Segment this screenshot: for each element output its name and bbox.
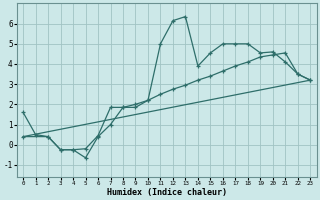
X-axis label: Humidex (Indice chaleur): Humidex (Indice chaleur) [107, 188, 227, 197]
